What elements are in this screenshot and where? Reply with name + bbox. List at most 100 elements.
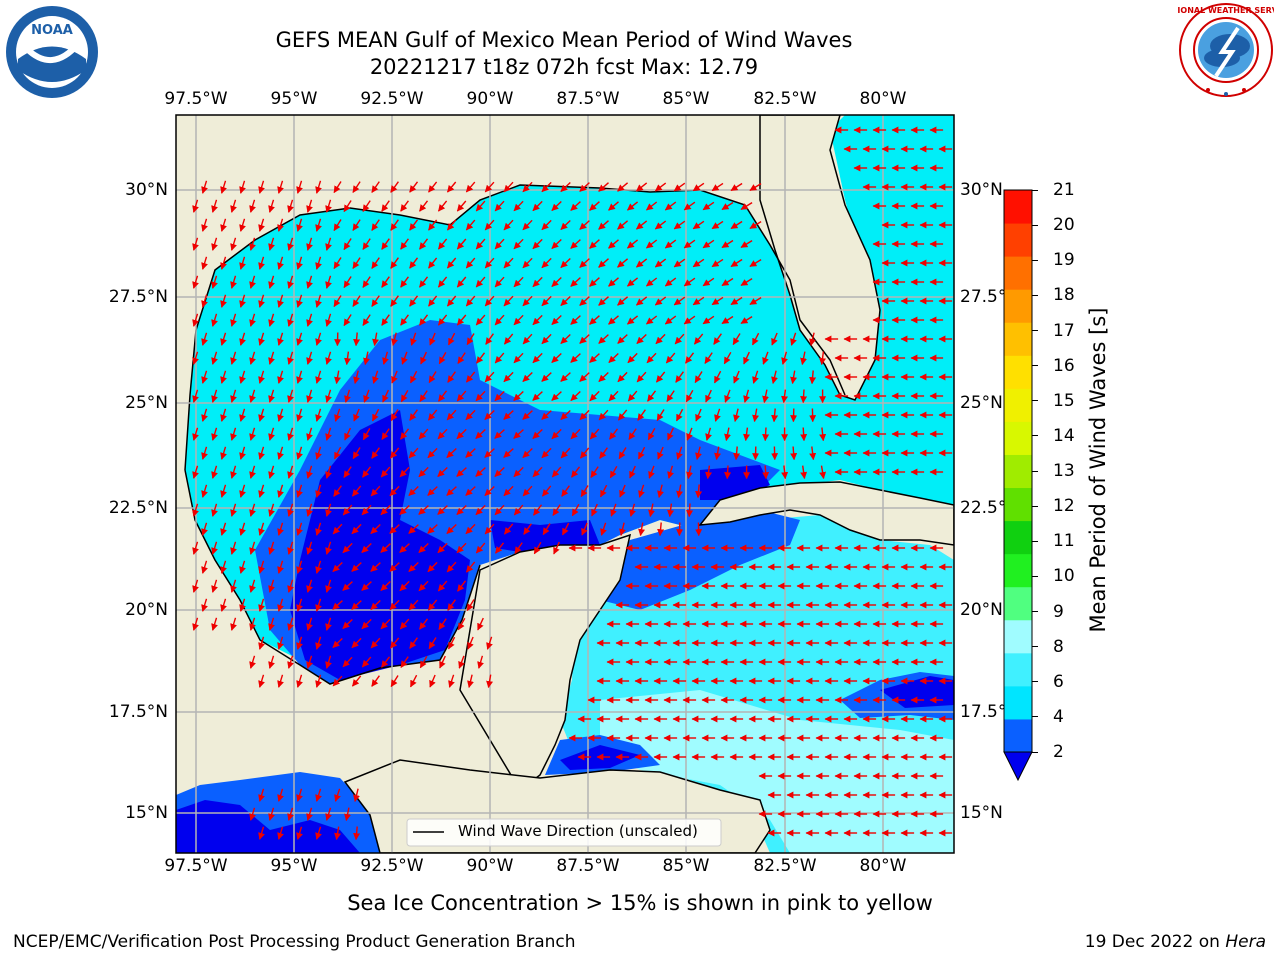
colorbar-tick-label: 14 (1053, 425, 1075, 446)
wave-direction-arrow (201, 408, 208, 422)
wave-direction-arrow (382, 389, 390, 403)
wave-direction-arrow (296, 180, 303, 194)
wave-direction-arrow (446, 257, 457, 269)
wave-direction-arrow (522, 257, 533, 269)
wave-direction-arrow (655, 333, 666, 345)
wave-direction-arrow (427, 599, 438, 611)
wave-direction-arrow (325, 237, 332, 251)
wave-direction-arrow (503, 523, 514, 535)
wave-direction-arrow (465, 257, 476, 269)
wave-direction-arrow (666, 390, 675, 402)
wave-direction-arrow (513, 504, 524, 516)
wave-direction-arrow (683, 315, 696, 325)
wave-direction-arrow (503, 257, 514, 269)
wave-direction-arrow (800, 389, 808, 404)
wave-direction-arrow (408, 447, 419, 459)
wave-direction-arrow (220, 180, 227, 194)
footer-date: 19 Dec 2022 on Hera (1085, 932, 1266, 952)
wave-direction-arrow (362, 428, 371, 441)
wave-direction-arrow (370, 523, 381, 535)
wave-direction-arrow (437, 276, 448, 288)
wave-direction-arrow (400, 390, 409, 403)
wave-direction-arrow (342, 618, 353, 630)
wave-direction-arrow (382, 351, 389, 365)
wave-direction-arrow (351, 675, 362, 687)
colorbar-tick-label: 11 (1053, 531, 1075, 552)
wave-direction-arrow (513, 200, 524, 212)
wave-direction-arrow (475, 276, 486, 288)
wave-direction-arrow (192, 237, 199, 251)
wave-direction-arrow (351, 637, 362, 649)
wave-direction-arrow (570, 239, 581, 249)
wave-direction-arrow (420, 351, 428, 365)
colorbar-segment (1004, 322, 1032, 356)
wave-direction-arrow (570, 428, 581, 440)
wave-direction-arrow (456, 276, 467, 288)
wave-direction-arrow (484, 485, 495, 497)
wave-direction-arrow (201, 370, 208, 384)
wave-direction-arrow (475, 428, 486, 440)
wave-direction-arrow (560, 295, 571, 307)
wave-direction-arrow (484, 257, 495, 269)
wave-direction-arrow (619, 484, 626, 498)
wave-direction-arrow (334, 408, 341, 422)
wave-direction-arrow (579, 409, 590, 421)
wave-direction-arrow (325, 351, 332, 365)
colorbar-segment (1004, 652, 1032, 687)
wave-direction-arrow (192, 617, 199, 631)
wave-direction-arrow (465, 561, 476, 573)
map-frame (175, 114, 955, 854)
wave-direction-arrow (609, 465, 618, 479)
wave-direction-arrow (428, 181, 438, 193)
wave-direction-arrow (351, 523, 362, 535)
wave-direction-arrow (532, 466, 543, 478)
wave-direction-arrow (258, 294, 265, 308)
wave-direction-arrow (743, 389, 750, 403)
wave-direction-arrow (513, 466, 524, 478)
colorbar (1003, 189, 1033, 782)
wave-direction-arrow (380, 504, 391, 516)
wave-direction-arrow (287, 237, 294, 251)
wave-direction-arrow (551, 466, 562, 478)
colorbar-tick-mark (1032, 540, 1038, 542)
wave-direction-arrow (456, 200, 467, 212)
colorbar-tick-label: 4 (1053, 706, 1064, 727)
florida-land (759, 115, 881, 401)
wave-direction-arrow (686, 465, 693, 480)
wave-direction-arrow (732, 333, 741, 346)
wave-direction-arrow (399, 466, 410, 478)
wave-direction-arrow (211, 237, 218, 251)
wave-direction-arrow (363, 389, 370, 403)
wave-direction-arrow (427, 447, 438, 459)
wave-direction-arrow (598, 371, 609, 383)
wave-direction-arrow (306, 275, 313, 289)
wave-direction-arrow (287, 465, 294, 479)
wave-direction-arrow (230, 465, 237, 479)
wave-direction-arrow (353, 332, 361, 347)
wave-direction-arrow (532, 276, 543, 288)
wave-direction-arrow (503, 295, 514, 307)
wave-direction-arrow (484, 523, 495, 535)
wave-direction-arrow (646, 352, 657, 364)
wave-direction-arrow (315, 256, 322, 270)
wave-direction-arrow (325, 579, 332, 593)
colorbar-segment (1004, 454, 1032, 489)
colorbar-tick-label: 18 (1053, 285, 1075, 306)
wave-direction-arrow (230, 313, 237, 327)
wave-direction-arrow (220, 294, 227, 308)
wave-direction-arrow (522, 447, 533, 459)
wave-direction-arrow (249, 579, 256, 593)
wave-direction-arrow (268, 237, 275, 251)
wave-direction-arrow (551, 200, 562, 212)
wave-direction-arrow (645, 239, 658, 249)
plot-subtitle: 20221217 t18z 072h fcst Max: 12.79 (369, 55, 759, 79)
wave-direction-arrow (258, 446, 265, 460)
lat-tick-right: 30°N (960, 180, 1003, 200)
wave-direction-arrow (230, 617, 237, 631)
wave-direction-arrow (201, 180, 208, 194)
wave-direction-arrow (239, 332, 246, 346)
wave-direction-arrow (437, 238, 448, 250)
wave-direction-arrow (230, 503, 237, 517)
wave-direction-arrow (484, 181, 495, 193)
wave-direction-arrow (475, 504, 486, 516)
